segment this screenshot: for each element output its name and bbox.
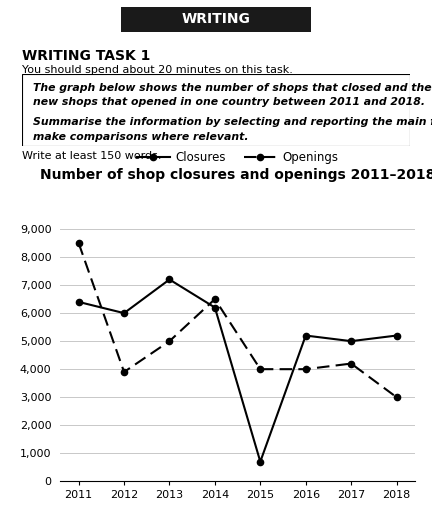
Text: new shops that opened in one country between 2011 and 2018.: new shops that opened in one country bet…	[33, 97, 425, 107]
Closures	[303, 332, 308, 338]
Closures	[394, 332, 399, 338]
Closures	[349, 338, 354, 344]
Closures	[76, 299, 81, 305]
Legend: Closures, Openings: Closures, Openings	[132, 146, 343, 169]
Text: The graph below shows the number of shops that closed and the number of: The graph below shows the number of shop…	[33, 83, 432, 93]
Text: Number of shop closures and openings 2011–2018: Number of shop closures and openings 201…	[40, 168, 432, 182]
Text: You should spend about 20 minutes on this task.: You should spend about 20 minutes on thi…	[22, 65, 292, 75]
Closures	[167, 276, 172, 283]
Openings	[76, 240, 81, 246]
Text: WRITING: WRITING	[181, 12, 251, 27]
Text: WRITING TASK 1: WRITING TASK 1	[22, 49, 150, 62]
Line: Openings: Openings	[76, 240, 400, 400]
Openings	[121, 369, 127, 375]
Closures	[212, 305, 217, 311]
Text: Summarise the information by selecting and reporting the main features, and: Summarise the information by selecting a…	[33, 117, 432, 127]
Openings	[167, 338, 172, 344]
Text: Write at least 150 words.: Write at least 150 words.	[22, 151, 161, 161]
Text: make comparisons where relevant.: make comparisons where relevant.	[33, 132, 249, 142]
Openings	[258, 366, 263, 372]
Openings	[212, 296, 217, 302]
Closures	[258, 459, 263, 465]
Openings	[349, 360, 354, 367]
Openings	[394, 394, 399, 400]
Line: Closures: Closures	[76, 276, 400, 465]
Closures	[121, 310, 127, 316]
Openings	[303, 366, 308, 372]
